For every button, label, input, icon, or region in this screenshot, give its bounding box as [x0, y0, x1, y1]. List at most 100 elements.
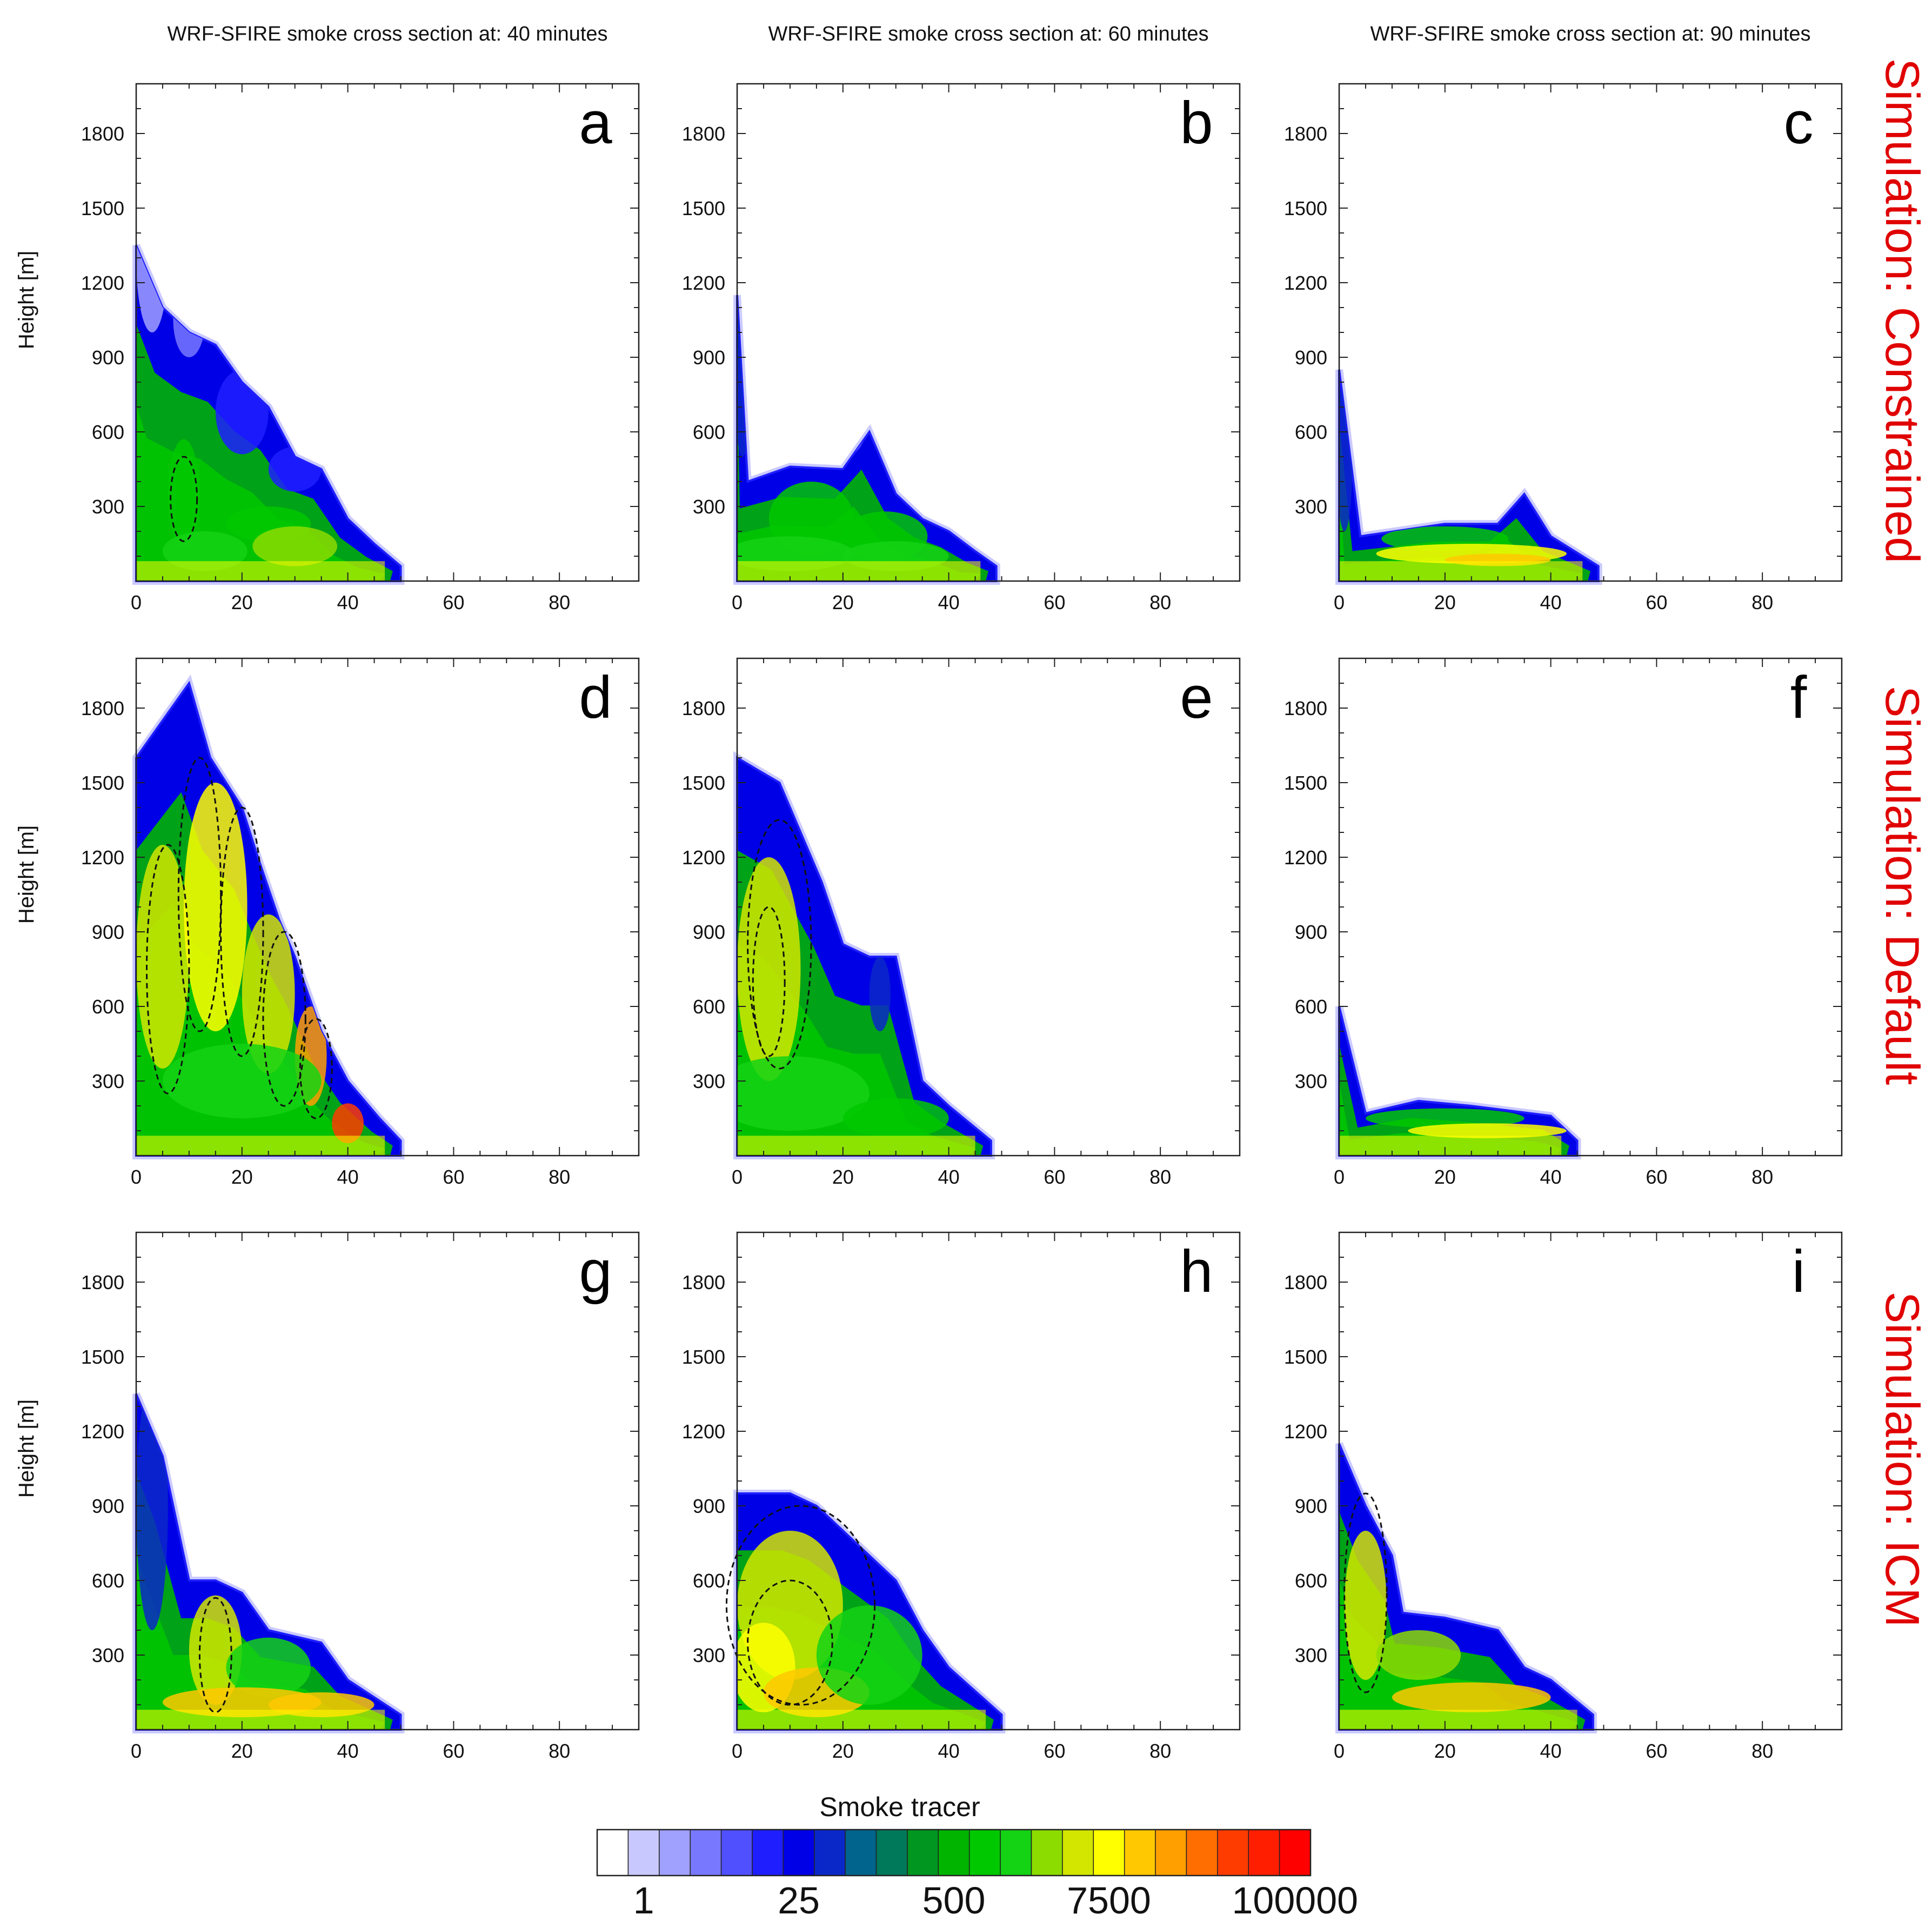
y-tick-label: 1800 [81, 123, 124, 145]
y-tick-label: 900 [92, 921, 124, 943]
colorbar-swatch [875, 1829, 908, 1876]
y-tick-label: 1200 [1284, 846, 1327, 869]
y-tick-label: 900 [1295, 921, 1327, 943]
dashed-contour [170, 456, 198, 542]
x-tick-label: 80 [1149, 591, 1171, 613]
y-tick-label: 1800 [81, 697, 124, 719]
y-tick-label: 300 [693, 1070, 725, 1092]
plume-concentration [136, 783, 393, 1156]
row-label: Simulation: Constrained [1876, 58, 1929, 563]
x-tick-label: 0 [732, 1166, 743, 1188]
x-tick-label: 60 [443, 591, 464, 613]
column-title: WRF-SFIRE smoke cross section at: 90 min… [1370, 23, 1810, 45]
colorbar-swatch [1000, 1829, 1032, 1876]
plume-concentration [737, 850, 984, 1156]
panel-letter: i [1792, 1238, 1805, 1305]
y-tick-label: 1200 [1284, 1420, 1327, 1443]
column-titles: WRF-SFIRE smoke cross section at: 40 min… [167, 23, 1810, 45]
x-tick-label: 40 [938, 1166, 960, 1188]
x-tick-label: 60 [1646, 1166, 1667, 1188]
panel-e: 0 20 40 60 80 300 600 900 1200 1500 1800 e [682, 657, 1241, 1188]
concentration-blob [869, 957, 891, 1031]
panel-letter: c [1784, 90, 1814, 156]
y-tick-label: 1800 [682, 1271, 725, 1293]
y-tick-label: 1800 [1284, 1271, 1327, 1293]
colorbar-swatch [720, 1829, 753, 1876]
column-title: WRF-SFIRE smoke cross section at: 40 min… [167, 23, 607, 45]
y-tick-label: 1200 [682, 1420, 725, 1443]
colorbar-swatch [597, 1829, 629, 1876]
surface-layer [136, 561, 385, 581]
row-label: Simulation: Default [1876, 686, 1929, 1085]
concentration-blob [168, 439, 200, 549]
y-axis-label: Height [m] [15, 1399, 38, 1498]
colorbar-swatch [1279, 1829, 1311, 1876]
dashed-contour [747, 1579, 833, 1706]
x-tick-label: 20 [832, 1740, 854, 1762]
y-tick-label: 300 [1295, 1644, 1327, 1666]
row-labels: Simulation: Constrained Simulation: Defau… [1876, 58, 1929, 1627]
y-tick-label: 300 [693, 1644, 725, 1666]
panel-i: 0 20 40 60 80 300 600 900 1200 1500 1800 i [1284, 1231, 1843, 1762]
y-tick-label: 1800 [1284, 697, 1327, 719]
dashed-contour [725, 1505, 876, 1706]
x-tick-label: 80 [1149, 1166, 1171, 1188]
y-tick-label: 300 [92, 1644, 124, 1666]
colorbar-tick-label: 100000 [1232, 1879, 1359, 1922]
concentration-blob [184, 783, 248, 1031]
x-tick-label: 60 [443, 1740, 464, 1762]
panel-f: 0 20 40 60 80 300 600 900 1200 1500 1800 f [1284, 657, 1843, 1188]
dashed-contour [1343, 1492, 1388, 1693]
y-tick-label: 300 [92, 1070, 124, 1092]
column-title: WRF-SFIRE smoke cross section at: 60 min… [768, 23, 1208, 45]
colorbar-swatch [938, 1829, 970, 1876]
colorbar-swatch [1155, 1829, 1187, 1876]
y-tick-label: 1500 [1284, 772, 1327, 794]
panel-letter: f [1790, 664, 1807, 731]
y-tick-label: 300 [1295, 496, 1327, 518]
y-tick-label: 600 [693, 996, 725, 1018]
y-tick-label: 1500 [682, 772, 725, 794]
colorbar-swatch [1186, 1829, 1218, 1876]
y-tick-label: 1500 [1284, 1346, 1327, 1368]
x-tick-label: 60 [1044, 1740, 1065, 1762]
concentration-blob [1392, 1682, 1551, 1712]
colorbar-swatch [1031, 1829, 1063, 1876]
x-tick-label: 60 [1646, 1740, 1667, 1762]
plot-area [1339, 84, 1842, 581]
panel-letter: a [579, 90, 612, 156]
x-tick-label: 20 [231, 591, 253, 613]
x-tick-label: 40 [1540, 1166, 1562, 1188]
colorbar-swatch [813, 1829, 846, 1876]
colorbar-tick-label: 7500 [1067, 1879, 1151, 1922]
surface-layer [136, 1710, 385, 1730]
x-tick-label: 0 [131, 1166, 142, 1188]
y-tick-label: 600 [693, 421, 725, 443]
y-tick-label: 900 [92, 1495, 124, 1517]
colorbar-swatch [627, 1829, 660, 1876]
x-tick-label: 80 [549, 1740, 570, 1762]
x-tick-label: 0 [732, 1740, 743, 1762]
colorbar-swatch [1062, 1829, 1094, 1876]
colorbar-swatch [659, 1829, 691, 1876]
y-tick-label: 1800 [81, 1271, 124, 1293]
colorbar-swatch [1248, 1829, 1280, 1876]
x-tick-label: 80 [549, 591, 570, 613]
colorbar-tick-label: 25 [778, 1879, 820, 1922]
row-label: Simulation: ICM [1876, 1291, 1929, 1627]
x-tick-label: 20 [1434, 1166, 1456, 1188]
panel-a: 0 20 40 60 80 300 600 900 1200 1500 1800 Height [m]… [15, 83, 640, 613]
panel-g: 0 20 40 60 80 300 600 900 1200 1500 1800 Height [m]… [15, 1231, 640, 1762]
concentration-blob [1344, 1531, 1387, 1680]
concentration-blob [332, 1103, 364, 1143]
y-tick-label: 1500 [1284, 197, 1327, 219]
y-tick-label: 1200 [81, 272, 124, 294]
dashed-contour [198, 1597, 232, 1713]
panel-d: 0 20 40 60 80 300 600 900 1200 1500 1800 Height [m]… [15, 657, 640, 1188]
y-tick-label: 900 [693, 1495, 725, 1517]
x-tick-label: 60 [1044, 1166, 1065, 1188]
x-tick-label: 0 [1334, 591, 1345, 613]
colorbar-swatch [752, 1829, 784, 1876]
y-tick-label: 1500 [81, 1346, 124, 1368]
